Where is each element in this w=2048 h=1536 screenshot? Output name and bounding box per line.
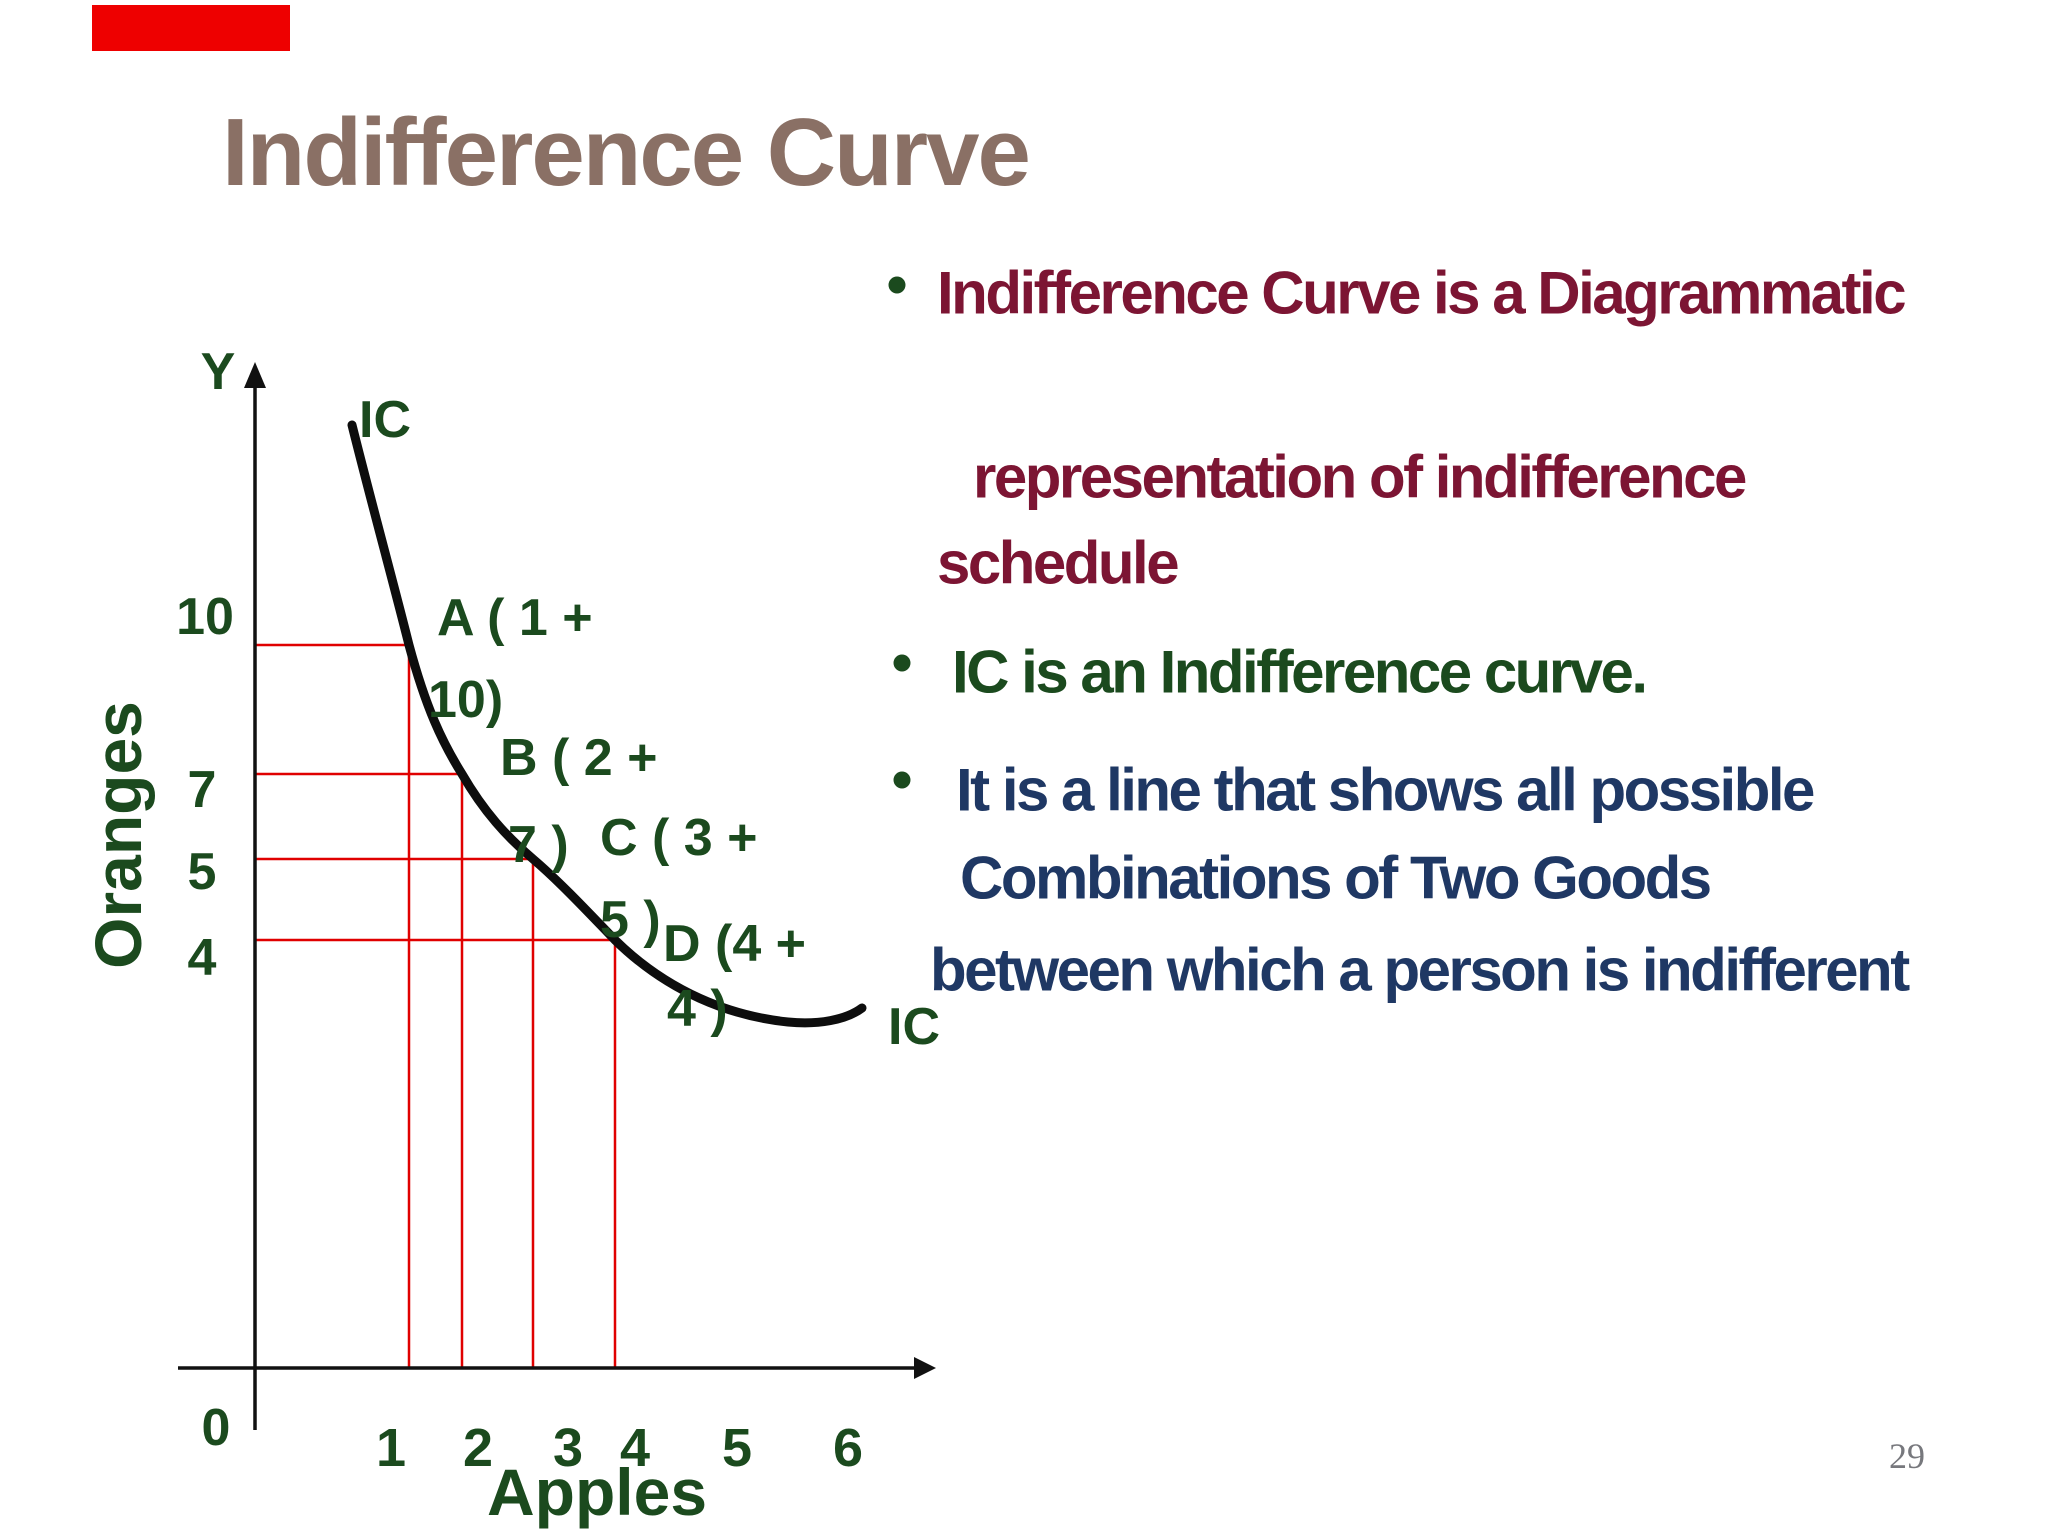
bullet-dot-1 — [888, 276, 906, 294]
y-axis-title: Oranges — [81, 701, 155, 969]
bullet1-line2: representation of indifference — [973, 443, 1747, 511]
point-a-label-line2: 10) — [428, 671, 504, 729]
point-c-label-line1: C ( 3 + — [600, 809, 758, 867]
page-title: Indifference Curve — [222, 99, 1031, 206]
y-tick-10: 10 — [176, 588, 234, 646]
x-tick-5: 5 — [721, 1418, 753, 1478]
origin-label: 0 — [201, 1399, 231, 1457]
x-axis-arrowhead — [914, 1357, 936, 1379]
axes — [178, 382, 920, 1430]
bullet3-line3: between which a person is indifferent — [930, 936, 1910, 1004]
ic-label-top: IC — [359, 391, 411, 449]
page-number: 29 — [1889, 1436, 1925, 1476]
x-tick-1: 1 — [375, 1418, 407, 1478]
x-axis-title: Apples — [486, 1455, 708, 1529]
red-marker — [92, 5, 290, 51]
point-c-label-line2: 5 ) — [600, 891, 661, 949]
y-tick-7: 7 — [187, 761, 217, 819]
bullet-dot-2 — [893, 654, 911, 672]
point-a-label-line1: A ( 1 + — [437, 589, 593, 647]
point-b-label-line2: 7 ) — [508, 816, 569, 874]
ic-label-end: IC — [888, 998, 940, 1056]
y-tick-4: 4 — [187, 929, 217, 987]
point-d-label-line2: 4 ) — [667, 980, 728, 1038]
y-axis-arrowhead — [244, 362, 266, 388]
point-b-label-line1: B ( 2 + — [500, 729, 658, 787]
bullet3-line1: It is a line that shows all possible — [956, 756, 1815, 824]
x-tick-6: 6 — [832, 1418, 864, 1478]
bullet-dot-3 — [893, 771, 911, 789]
x-tick-3: 3 — [552, 1418, 584, 1478]
bullet1-line3: schedule — [937, 529, 1180, 597]
x-tick-2: 2 — [462, 1418, 494, 1478]
y-axis-letter: Y — [200, 343, 236, 401]
bullet2-line1: IC is an Indifference curve. — [952, 638, 1648, 706]
x-tick-4: 4 — [619, 1418, 651, 1478]
bullet3-line2: Combinations of Two Goods — [960, 844, 1712, 912]
point-d-label-line1: D (4 + — [663, 915, 807, 973]
bullet1-line1: Indifference Curve is a Diagrammatic — [937, 259, 1907, 327]
y-tick-5: 5 — [187, 843, 217, 901]
